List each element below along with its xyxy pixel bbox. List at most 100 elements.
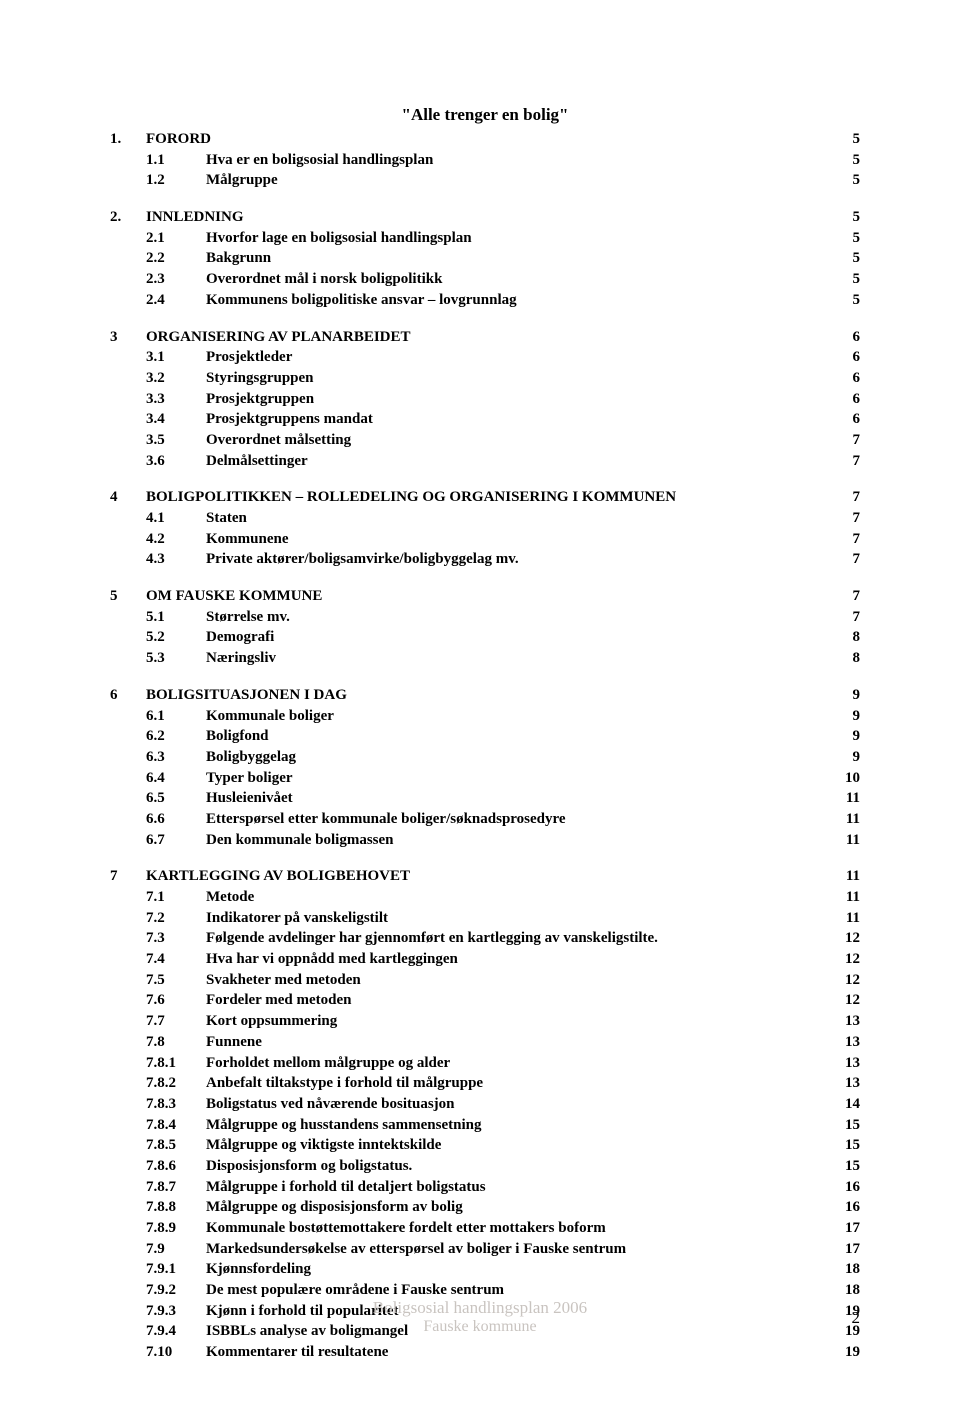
toc-title: Overordnet målsetting xyxy=(206,430,830,451)
toc-page: 5 xyxy=(830,207,860,228)
toc-sub-num: 6.2 xyxy=(146,726,206,747)
toc-page: 12 xyxy=(830,970,860,991)
toc-row: 7.1Metode11 xyxy=(110,887,860,908)
toc-chapter-num xyxy=(110,430,146,451)
toc-sub-num: 2.1 xyxy=(146,228,206,249)
toc-sub-num: 7.8.6 xyxy=(146,1156,206,1177)
toc-sub-num: 7.9.1 xyxy=(146,1259,206,1280)
toc-page: 10 xyxy=(830,768,860,789)
toc-row: 7.7Kort oppsummering13 xyxy=(110,1011,860,1032)
toc-title: Målgruppe og viktigste inntektskilde xyxy=(206,1135,830,1156)
toc-page: 6 xyxy=(830,368,860,389)
toc-row: 2.2Bakgrunn5 xyxy=(110,248,860,269)
toc-title: Markedsundersøkelse av etterspørsel av b… xyxy=(206,1239,830,1260)
toc-page: 5 xyxy=(830,150,860,171)
toc-title: Målgruppe og disposisjonsform av bolig xyxy=(206,1197,830,1218)
toc-row: 3.4Prosjektgruppens mandat6 xyxy=(110,409,860,430)
toc-chapter-num xyxy=(110,1053,146,1074)
toc-page: 8 xyxy=(830,648,860,669)
toc-sub-num: 2.2 xyxy=(146,248,206,269)
toc-sub-num: 7.8.5 xyxy=(146,1135,206,1156)
toc-page: 6 xyxy=(830,347,860,368)
toc-page: 11 xyxy=(830,866,860,887)
toc-title: Boligbyggelag xyxy=(206,747,830,768)
toc-page: 18 xyxy=(830,1259,860,1280)
toc-sub-num: 7.10 xyxy=(146,1342,206,1363)
footer-line1: Boligsosial handlingsplan 2006 xyxy=(0,1298,960,1318)
toc-page: 16 xyxy=(830,1177,860,1198)
toc-chapter-num xyxy=(110,269,146,290)
toc-sub-num: 7.8.1 xyxy=(146,1053,206,1074)
toc-row: 7.9.1Kjønnsfordeling18 xyxy=(110,1259,860,1280)
toc-page: 14 xyxy=(830,1094,860,1115)
toc-row: 7.8.4Målgruppe og husstandens sammensetn… xyxy=(110,1115,860,1136)
toc-title: Næringsliv xyxy=(206,648,830,669)
toc-chapter-num xyxy=(110,1073,146,1094)
toc-title: Etterspørsel etter kommunale boliger/søk… xyxy=(206,809,830,830)
table-of-contents: 1.FORORD51.1Hva er en boligsosial handli… xyxy=(110,129,860,1363)
toc-chapter-num xyxy=(110,1259,146,1280)
toc-row: 7.3Følgende avdelinger har gjennomført e… xyxy=(110,928,860,949)
toc-row: 4.1Staten7 xyxy=(110,508,860,529)
toc-row: 2.1Hvorfor lage en boligsosial handlings… xyxy=(110,228,860,249)
toc-page: 7 xyxy=(830,529,860,550)
toc-title: Målgruppe xyxy=(206,170,830,191)
toc-title: INNLEDNING xyxy=(146,207,830,228)
title-quote: "Alle trenger en bolig" xyxy=(110,105,860,125)
toc-chapter-num xyxy=(110,706,146,727)
toc-sub-num: 7.9 xyxy=(146,1239,206,1260)
toc-title: Funnene xyxy=(206,1032,830,1053)
toc-chapter-num xyxy=(110,648,146,669)
toc-sub-num: 7.1 xyxy=(146,887,206,908)
toc-chapter-num xyxy=(110,768,146,789)
toc-title: FORORD xyxy=(146,129,830,150)
toc-sub-num: 5.2 xyxy=(146,627,206,648)
toc-page: 9 xyxy=(830,726,860,747)
toc-row: 6.2Boligfond9 xyxy=(110,726,860,747)
toc-page: 5 xyxy=(830,290,860,311)
toc-page: 13 xyxy=(830,1011,860,1032)
toc-title: Delmålsettinger xyxy=(206,451,830,472)
toc-title: Kommunene xyxy=(206,529,830,550)
toc-sub-num: 5.3 xyxy=(146,648,206,669)
toc-sub-num: 7.2 xyxy=(146,908,206,929)
toc-sub-num: 3.4 xyxy=(146,409,206,430)
toc-chapter-num xyxy=(110,409,146,430)
toc-sub-num: 6.3 xyxy=(146,747,206,768)
toc-title: Husleienivået xyxy=(206,788,830,809)
toc-row: 3.3Prosjektgruppen6 xyxy=(110,389,860,410)
toc-sub-num: 3.6 xyxy=(146,451,206,472)
toc-sub-num: 6.1 xyxy=(146,706,206,727)
toc-page: 7 xyxy=(830,549,860,570)
toc-title: Demografi xyxy=(206,627,830,648)
toc-chapter-num xyxy=(110,1115,146,1136)
toc-chapter-num xyxy=(110,1011,146,1032)
toc-sub-num: 7.6 xyxy=(146,990,206,1011)
toc-page: 7 xyxy=(830,607,860,628)
toc-chapter-num xyxy=(110,1177,146,1198)
toc-row: 7.9Markedsundersøkelse av etterspørsel a… xyxy=(110,1239,860,1260)
toc-sub-num: 6.6 xyxy=(146,809,206,830)
toc-chapter-num xyxy=(110,389,146,410)
toc-title: Kommunens boligpolitiske ansvar – lovgru… xyxy=(206,290,830,311)
toc-row: 6.7Den kommunale boligmassen11 xyxy=(110,830,860,851)
toc-title: Hvorfor lage en boligsosial handlingspla… xyxy=(206,228,830,249)
toc-title: Fordeler med metoden xyxy=(206,990,830,1011)
toc-sub-num: 3.2 xyxy=(146,368,206,389)
toc-row: 3.2Styringsgruppen6 xyxy=(110,368,860,389)
toc-chapter-num xyxy=(110,1239,146,1260)
toc-page: 5 xyxy=(830,129,860,150)
toc-sub-num: 7.8 xyxy=(146,1032,206,1053)
toc-row: 6.3Boligbyggelag9 xyxy=(110,747,860,768)
toc-chapter-num xyxy=(110,368,146,389)
toc-title: Anbefalt tiltakstype i forhold til målgr… xyxy=(206,1073,830,1094)
toc-row: 7.10Kommentarer til resultatene19 xyxy=(110,1342,860,1363)
toc-chapter-num xyxy=(110,1218,146,1239)
toc-title: Svakheter med metoden xyxy=(206,970,830,991)
toc-chapter-num xyxy=(110,451,146,472)
toc-row: 7.8.6Disposisjonsform og boligstatus.15 xyxy=(110,1156,860,1177)
toc-sub-num: 6.5 xyxy=(146,788,206,809)
toc-row: 5.3Næringsliv8 xyxy=(110,648,860,669)
toc-row: 3ORGANISERING AV PLANARBEIDET6 xyxy=(110,327,860,348)
toc-chapter-num xyxy=(110,347,146,368)
